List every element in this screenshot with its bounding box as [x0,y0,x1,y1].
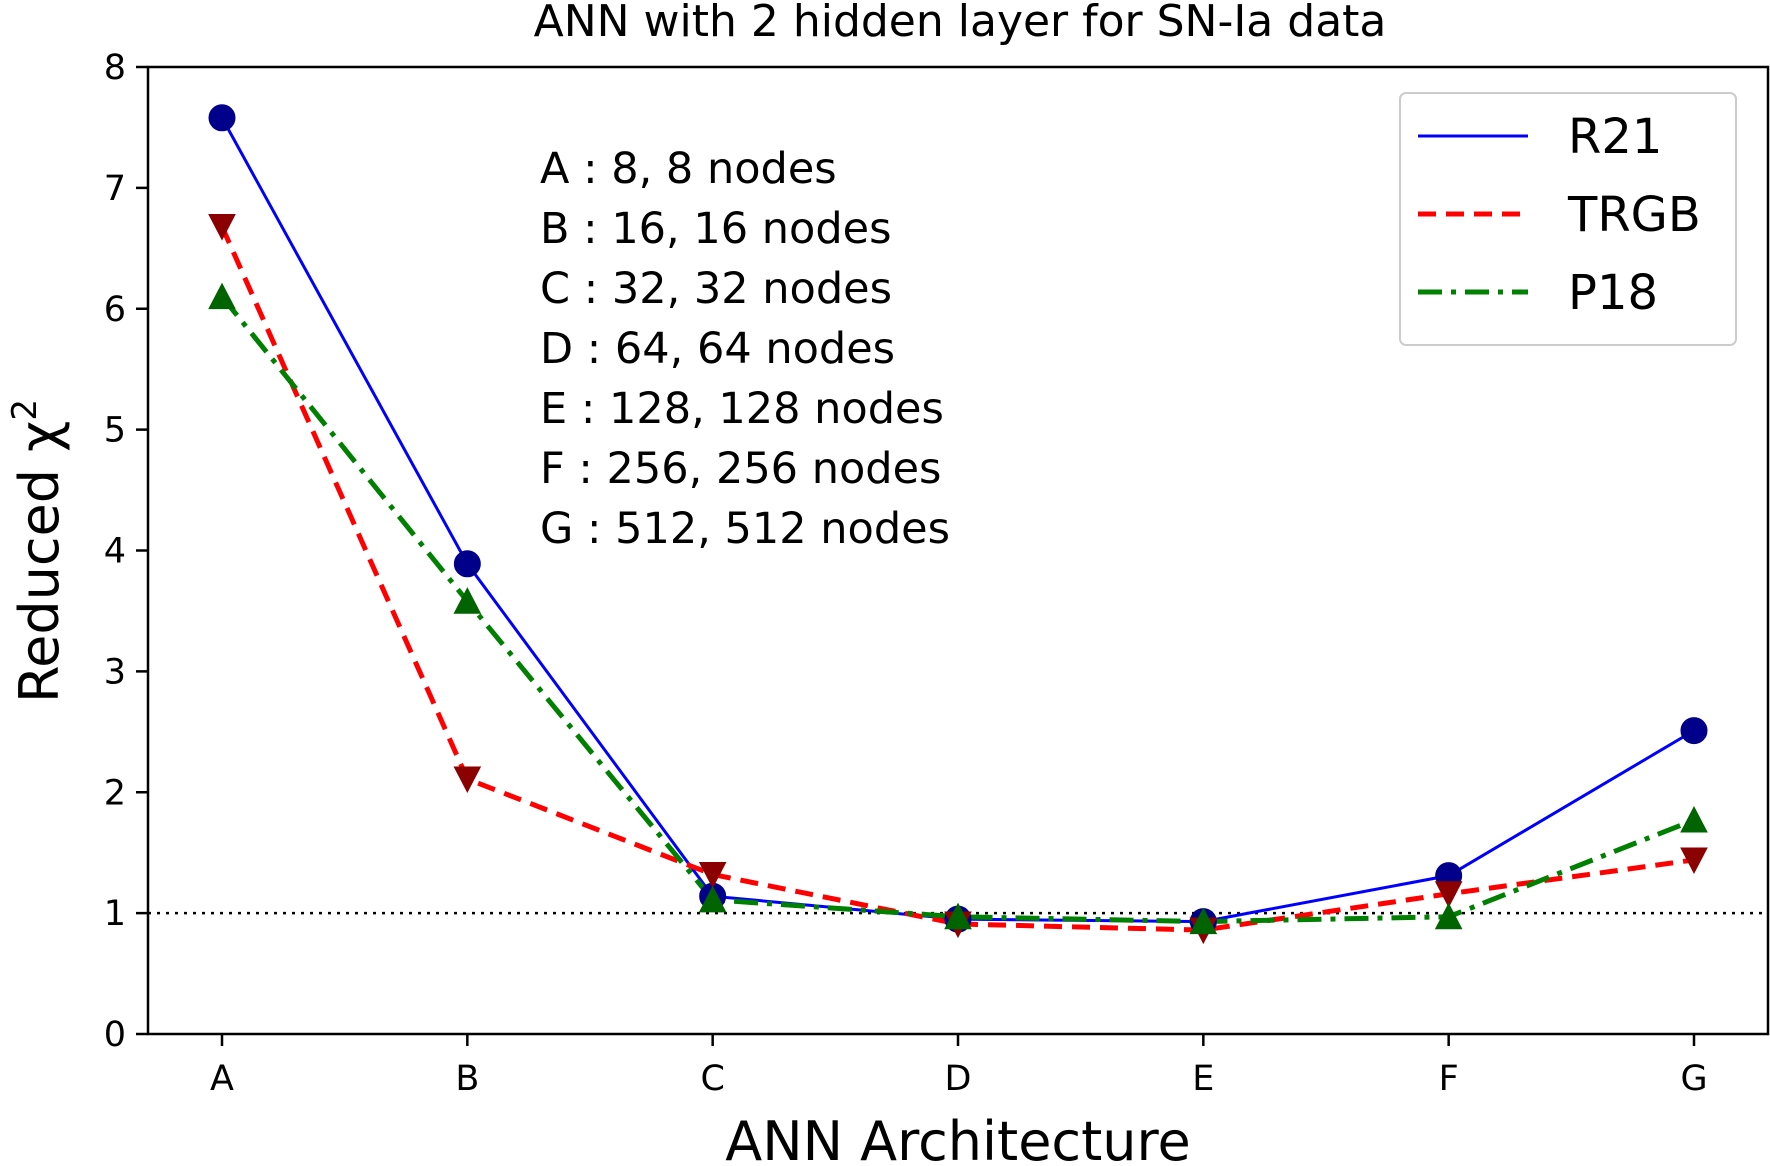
architecture-annotation: A : 8, 8 nodes [540,144,837,194]
data-point-p18 [944,902,972,930]
legend-box [1399,92,1737,346]
data-point-p18 [453,587,482,614]
y-axis-label-text: Reduced χ [8,421,71,703]
data-point-trgb [453,766,482,794]
y-tick-label: 2 [104,773,126,813]
architecture-annotation: G : 512, 512 nodes [540,504,950,554]
data-point-trgb [208,214,236,241]
chart-title: ANN with 2 hidden layer for SN-Ia data [534,0,1387,47]
y-tick-label: 4 [104,532,126,572]
y-tick-label: 3 [104,652,126,692]
data-point-p18 [698,885,727,913]
x-tick-label: C [700,1059,724,1099]
data-point-p18 [1434,902,1463,930]
architecture-annotation: B : 16, 16 nodes [540,204,891,254]
data-point-p18 [208,282,236,310]
y-tick-label: 5 [104,411,126,451]
x-tick-label: B [455,1059,479,1099]
architecture-annotation: F : 256, 256 nodes [540,444,941,494]
series-markers [208,104,1708,945]
series-line-p18 [220,295,1695,925]
x-axis-label: ANN Architecture [725,1110,1191,1166]
y-axis-ticks: 0 1 2 3 4 5 6 7 8 [104,48,148,1055]
x-tick-label: F [1439,1059,1459,1099]
y-axis-label-superscript: 2 [5,399,45,421]
y-tick-label: 6 [104,290,126,330]
plot-frame [146,65,1770,1036]
y-axis-label: Reduced χ2 [5,399,71,703]
legend: R21 TRGB P18 [1399,92,1737,346]
data-point-p18 [1189,907,1218,935]
legend-label-p18: P18 [1568,265,1658,321]
legend-label-r21: R21 [1568,109,1662,165]
data-point-trgb [1680,847,1708,875]
data-point-r21 [208,104,236,132]
architecture-annotation: D : 64, 64 nodes [540,324,895,374]
x-tick-label: G [1680,1059,1707,1099]
legend-items: R21 TRGB P18 [1418,109,1701,321]
x-tick-label: D [945,1059,972,1099]
y-tick-label: 7 [104,169,126,209]
y-tick-label: 1 [104,894,126,934]
node-annotations: A : 8, 8 nodes B : 16, 16 nodes C : 32, 32… [540,144,950,554]
data-point-r21 [453,550,481,578]
architecture-annotation: E : 128, 128 nodes [540,384,944,434]
data-point-trgb [698,861,727,889]
legend-label-trgb: TRGB [1567,187,1701,243]
architecture-annotation: C : 32, 32 nodes [540,264,892,314]
data-point-trgb [1434,881,1463,908]
x-tick-label: A [210,1059,234,1099]
y-tick-label: 0 [104,1015,126,1055]
data-point-p18 [1680,805,1708,833]
x-axis-ticks: A B C D E F G [210,1034,1708,1099]
x-tick-label: E [1192,1059,1214,1099]
data-point-r21 [1680,717,1708,745]
y-tick-label: 8 [104,48,126,88]
